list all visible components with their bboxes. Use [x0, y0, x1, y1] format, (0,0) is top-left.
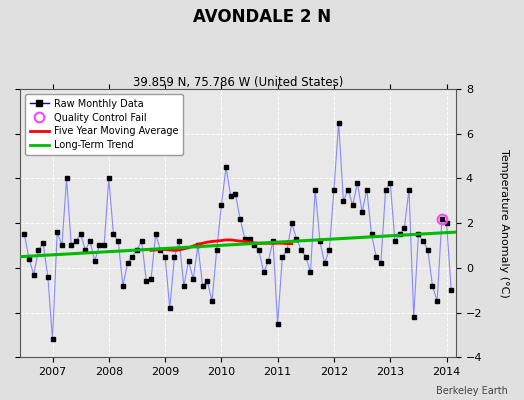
Title: 39.859 N, 75.786 W (United States): 39.859 N, 75.786 W (United States): [133, 76, 343, 89]
Y-axis label: Temperature Anomaly (°C): Temperature Anomaly (°C): [499, 149, 509, 298]
Text: AVONDALE 2 N: AVONDALE 2 N: [193, 8, 331, 26]
Legend: Raw Monthly Data, Quality Control Fail, Five Year Moving Average, Long-Term Tren: Raw Monthly Data, Quality Control Fail, …: [25, 94, 183, 155]
Text: Berkeley Earth: Berkeley Earth: [436, 386, 508, 396]
